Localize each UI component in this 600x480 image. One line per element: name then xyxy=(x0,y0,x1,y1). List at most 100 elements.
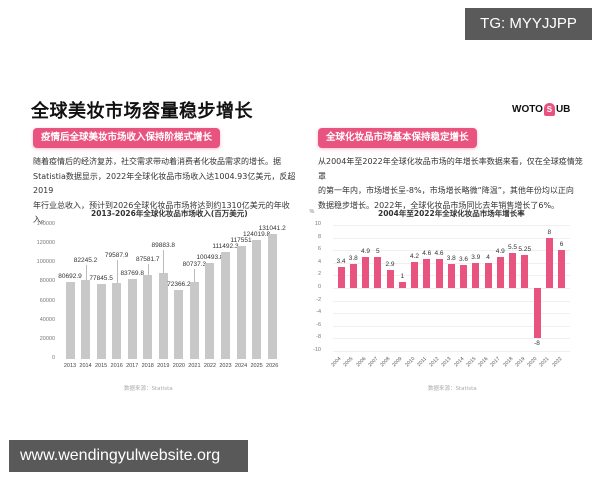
data-label: 4.6 xyxy=(422,250,432,258)
left-chart-source: 数据来源：Statista xyxy=(124,386,173,392)
left-section-badge: 疫情后全球美妆市场收入保持阶梯式增长 xyxy=(33,128,221,148)
data-label: 111492.3 xyxy=(212,243,239,251)
gridline xyxy=(333,338,570,340)
brand-logo: WOTO S UB xyxy=(512,103,570,116)
x-tick-label: 2009 xyxy=(391,356,404,369)
y-axis-unit: % xyxy=(309,209,315,215)
x-tick-label: 2020 xyxy=(526,356,539,369)
x-tick-label: 2023 xyxy=(219,363,232,369)
y-tick-label: 140000 xyxy=(36,221,55,227)
x-tick-label: 2010 xyxy=(403,356,416,369)
data-label: 79587.9 xyxy=(104,251,129,259)
bar-2009 xyxy=(398,281,406,288)
x-tick-label: 2025 xyxy=(250,363,263,369)
bar-2015 xyxy=(472,263,480,288)
x-tick-label: 2019 xyxy=(157,363,170,369)
bar-2021 xyxy=(545,237,553,288)
data-label: 4.2 xyxy=(409,252,420,260)
bar-2025 xyxy=(252,240,262,359)
gridline xyxy=(333,250,570,252)
right-text-line: 的第一年内，市场增长呈-8%，市场增长略微“降温”，其他年份均以正向 xyxy=(318,186,574,195)
gridline xyxy=(333,237,570,239)
right-section-text: 从2004年至2022年全球化妆品市场的年增长率数据来看，仅在全球疫情笼罩 的第… xyxy=(318,155,590,213)
x-tick-label: 2026 xyxy=(266,363,279,369)
left-text-line: 年行业总收入，预计到2026全球化妆品市场将达到约1310亿美元的年收入。 xyxy=(33,200,290,225)
data-label: 117551 xyxy=(230,237,252,245)
tg-watermark-badge: TG: MYYJJPP xyxy=(465,8,592,40)
bar-2020 xyxy=(174,289,184,359)
revenue-bar-chart: 2013-2026年全球化妆品市场收入(百万美元) 0 20000 40000 600… xyxy=(0,0,300,400)
bar-2004 xyxy=(337,266,345,288)
right-section-badge: 全球化妆品市场基本保持稳定增长 xyxy=(318,128,477,148)
data-label: 80737.3 xyxy=(182,260,207,268)
data-label: 2.9 xyxy=(385,260,395,268)
x-tick-label: 2015 xyxy=(94,363,108,369)
data-label: 82245.2 xyxy=(73,257,98,265)
bar-2015 xyxy=(96,284,106,359)
y-tick-label: 8 xyxy=(317,233,321,240)
x-tick-label: 2014 xyxy=(79,363,92,369)
x-tick-label: 2008 xyxy=(379,356,392,369)
bar-2019 xyxy=(158,272,168,359)
data-label: 4.9 xyxy=(360,248,371,256)
gridline xyxy=(333,351,570,352)
bar-2019 xyxy=(521,254,529,288)
data-label: 1 xyxy=(400,272,405,280)
y-tick-label: 6 xyxy=(317,246,321,253)
y-tick-label: -8 xyxy=(316,334,321,341)
data-label: 5.5 xyxy=(507,244,518,252)
bar-2005 xyxy=(349,264,357,288)
chart-title: 2004年至2022年全球化妆品市场年增长率 xyxy=(378,209,525,218)
x-tick-label: 2006 xyxy=(354,356,367,369)
y-tick-label: 100000 xyxy=(36,259,55,266)
data-label: 5.25 xyxy=(518,245,532,253)
right-text-line: 从2004年至2022年全球化妆品市场的年增长率数据来看，仅在全球疫情笼罩 xyxy=(318,157,583,181)
data-label: 100493.8 xyxy=(196,253,224,261)
data-label: 3.4 xyxy=(336,257,346,265)
url-watermark-badge: www.wendingyulwebsite.org xyxy=(9,440,248,472)
x-tick-label: 2013 xyxy=(440,356,453,369)
y-tick-label: 2 xyxy=(317,271,321,278)
bar-2014 xyxy=(81,280,91,359)
data-label: 3.8 xyxy=(348,255,358,263)
left-section-text: 随着疫情后的经济复苏，社交需求带动着消费者化妆品需求的增长。据 Statisti… xyxy=(33,155,305,228)
bar-2008 xyxy=(386,269,394,288)
x-tick-label: 2004 xyxy=(330,356,343,369)
x-tick-label: 2015 xyxy=(465,356,478,369)
left-text-line: Statistia数据显示，2022年全球化妆品市场收入达1004.93亿美元，… xyxy=(33,171,296,196)
y-tick-label: 120000 xyxy=(36,240,55,247)
x-tick-label: 2024 xyxy=(234,363,248,369)
logo-text-left: WOTO xyxy=(512,104,543,115)
bar-2011 xyxy=(423,259,431,288)
x-tick-label: 2012 xyxy=(428,356,441,369)
x-tick-label: 2021 xyxy=(538,356,551,369)
bar-2013 xyxy=(447,264,455,288)
x-tick-label: 2016 xyxy=(477,356,490,369)
x-tick-label: 2017 xyxy=(126,363,139,369)
data-label: 8 xyxy=(547,228,552,236)
x-tick-label: 2007 xyxy=(367,356,380,369)
data-label: 131041.2 xyxy=(258,224,286,232)
data-label: 80692.9 xyxy=(58,272,82,280)
gridline xyxy=(333,225,570,226)
data-label: 72366.2 xyxy=(167,280,191,288)
y-tick-label: 0 xyxy=(317,284,321,290)
bar-2017 xyxy=(496,257,504,288)
x-tick-label: 2005 xyxy=(342,356,355,369)
bar-2014 xyxy=(460,265,467,288)
label-leader-line xyxy=(194,268,196,282)
data-label: 3.9 xyxy=(471,254,481,262)
data-label: 77845.5 xyxy=(89,275,113,283)
bar-2017 xyxy=(127,278,137,359)
y-tick-label: -10 xyxy=(313,347,321,353)
x-tick-label: 2018 xyxy=(501,356,514,369)
bar-2006 xyxy=(362,257,369,288)
gridline xyxy=(333,262,570,264)
bar-2021 xyxy=(189,281,199,359)
left-text-line: 随着疫情后的经济复苏，社交需求带动着消费者化妆品需求的增长。据 xyxy=(33,157,281,166)
x-tick-label: 2022 xyxy=(550,356,563,369)
bar-2026 xyxy=(267,233,277,359)
bar-2022 xyxy=(205,262,215,359)
data-label: 3.8 xyxy=(446,255,456,263)
x-tick-label: 2021 xyxy=(188,363,201,369)
